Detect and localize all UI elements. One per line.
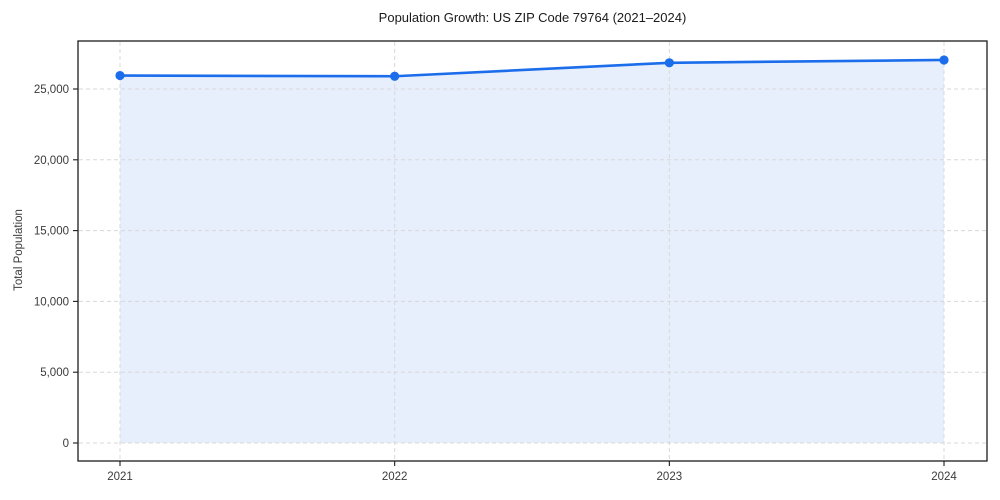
trend-line xyxy=(118,58,946,78)
y-tick-label: 0 xyxy=(63,438,69,450)
y-tick-label: 10,000 xyxy=(34,296,69,308)
x-tick-label: 2024 xyxy=(931,471,957,483)
x-tick-label: 2023 xyxy=(657,471,683,483)
data-point-marker xyxy=(390,71,400,81)
x-tick-label: 2022 xyxy=(382,471,408,483)
plot-border xyxy=(77,40,988,462)
chart-title: Population Growth: US ZIP Code 79764 (20… xyxy=(378,10,687,25)
data-point-marker xyxy=(664,58,674,68)
area-fill xyxy=(120,59,945,444)
x-tick-label: 2021 xyxy=(107,471,133,483)
y-tick-label: 5,000 xyxy=(40,367,69,379)
data-point-marker xyxy=(939,55,949,65)
data-point-marker xyxy=(115,70,125,81)
y-tick-label: 15,000 xyxy=(34,226,69,238)
y-tick-label: 25,000 xyxy=(34,84,69,96)
y-tick-label: 20,000 xyxy=(34,155,69,167)
